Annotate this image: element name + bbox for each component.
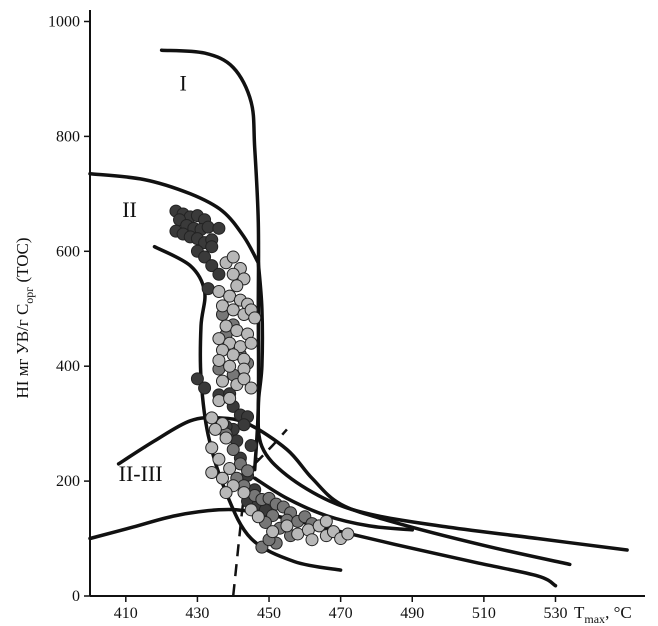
data-point-light — [266, 525, 280, 539]
data-point-medium — [241, 464, 255, 478]
data-point-dark — [237, 418, 251, 432]
x-tick-label: 510 — [472, 605, 496, 622]
data-point-light — [280, 519, 294, 533]
data-point-light — [230, 279, 244, 293]
data-point-dark — [201, 282, 215, 296]
y-axis-title-prefix: HI мг УВ/г C — [13, 304, 32, 399]
y-tick-label: 0 — [72, 588, 80, 605]
y-axis-title-suffix: (TOC) — [13, 237, 32, 286]
data-point-light — [205, 411, 219, 425]
curve-label: I — [180, 70, 187, 95]
data-point-light — [244, 381, 258, 395]
x-axis-title: Tmax, °C — [574, 603, 632, 626]
curve-I — [159, 48, 261, 472]
data-point-dark — [198, 381, 212, 395]
curve-II-upper — [88, 171, 261, 265]
data-point-light — [212, 394, 226, 408]
data-point-light — [219, 431, 233, 445]
x-tick-label: 530 — [543, 605, 567, 622]
curve-dashed-diagonal — [253, 428, 288, 465]
data-point-light — [237, 372, 251, 386]
data-point-light — [205, 441, 219, 455]
y-axis-title-sub: орг — [22, 287, 36, 304]
curve-II-III — [116, 415, 572, 567]
data-point-light — [212, 452, 226, 466]
curve-II-inner — [152, 244, 343, 572]
data-point-light — [219, 486, 233, 500]
data-point-light — [212, 353, 226, 367]
data-point-dark — [201, 220, 215, 234]
tick-labels: 410 430 450 470 490 510 530 0 200 400 600 800 1000 — [48, 13, 567, 622]
curve-label: II-III — [119, 461, 163, 486]
data-point-light — [230, 324, 244, 338]
data-point-light — [208, 422, 222, 436]
data-point-light — [212, 332, 226, 346]
x-tick-label: 470 — [329, 605, 353, 622]
data-point-light — [226, 250, 240, 264]
y-tick-label: 1000 — [48, 13, 80, 30]
data-point-light — [226, 303, 240, 317]
data-point-light — [215, 471, 229, 485]
curve-II-main — [256, 261, 629, 552]
data-point-light — [223, 359, 237, 373]
data-point-light — [226, 267, 240, 281]
data-point-light — [215, 374, 229, 388]
data-point-light — [341, 527, 355, 541]
axes — [89, 10, 645, 597]
data-point-light — [226, 348, 240, 362]
y-tick-label: 200 — [56, 473, 80, 490]
x-tick-label: 410 — [114, 605, 138, 622]
data-point-dark — [212, 221, 226, 235]
y-axis-title: HI мг УВ/г Cорг (TOC) — [13, 237, 36, 398]
data-point-light — [212, 285, 226, 299]
data-point-light — [223, 461, 237, 475]
data-point-light — [219, 319, 233, 333]
data-point-dark — [198, 250, 212, 264]
data-point-medium — [226, 443, 240, 456]
data-point-dark — [205, 259, 219, 273]
data-point-light — [237, 486, 251, 500]
data-point-light — [319, 514, 333, 528]
x-tick-label: 430 — [185, 605, 209, 622]
y-tick-label: 800 — [56, 128, 80, 145]
kerogen-curves — [88, 48, 629, 597]
data-point-light — [251, 510, 265, 524]
curve-label: II — [122, 197, 137, 222]
x-tick-label: 450 — [257, 605, 281, 622]
data-point-light — [291, 527, 305, 541]
data-point-light — [223, 391, 237, 405]
x-tick-label: 490 — [400, 605, 424, 622]
data-point-dark — [212, 267, 226, 281]
data-point-light — [244, 336, 258, 350]
x-axis-title-sub: max — [584, 612, 605, 626]
data-point-light — [215, 299, 229, 313]
data-point-dark — [205, 240, 219, 254]
x-axis-title-main: T — [574, 603, 585, 622]
data-point-light — [248, 311, 262, 325]
sample-points — [169, 204, 355, 554]
x-axis-title-unit: , °C — [605, 603, 632, 622]
data-point-light — [205, 465, 219, 479]
data-point-dark — [190, 372, 204, 386]
y-tick-label: 400 — [56, 358, 80, 375]
data-point-light — [305, 533, 319, 547]
data-point-dark — [244, 438, 258, 452]
y-tick-label: 600 — [56, 243, 80, 260]
